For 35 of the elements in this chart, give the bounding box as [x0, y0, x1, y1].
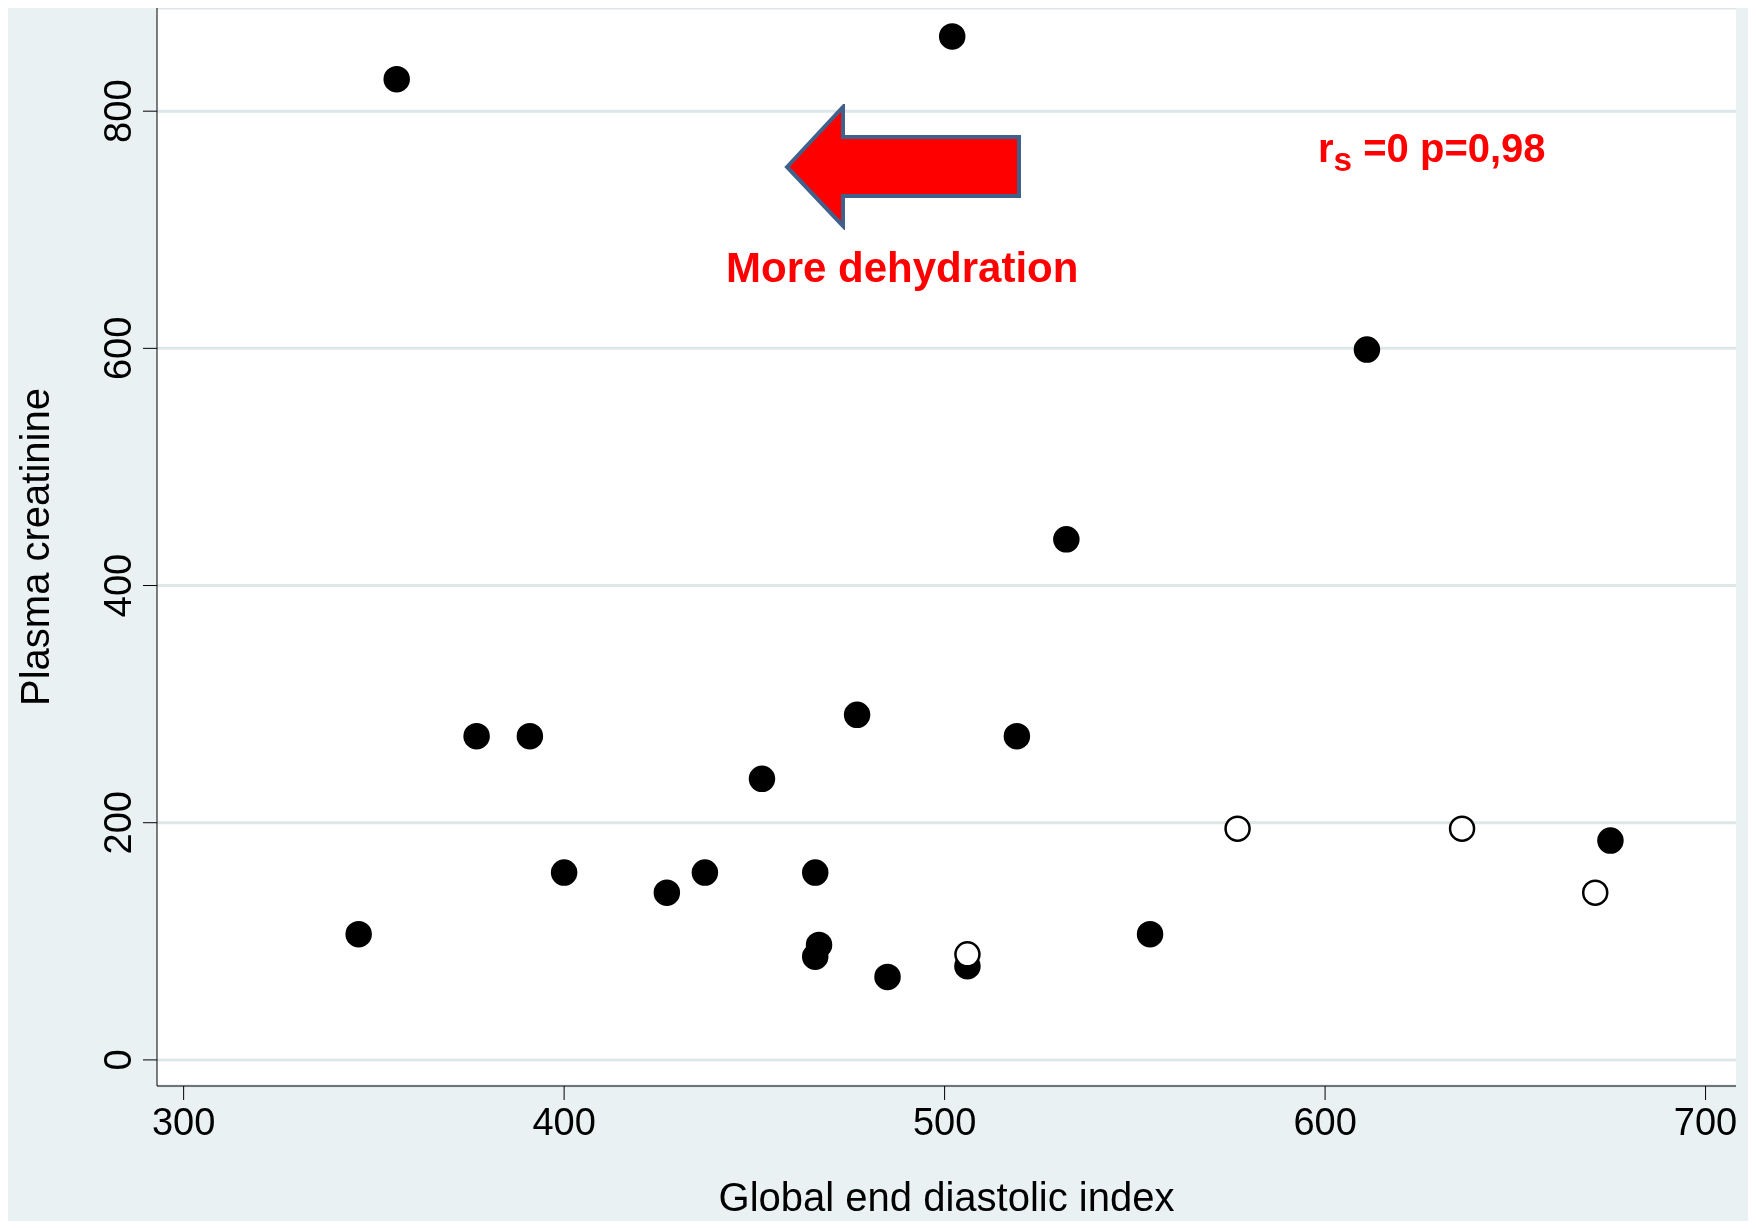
y-tick-label: 200: [97, 791, 139, 855]
point: [748, 765, 776, 793]
point: [1003, 722, 1031, 750]
y-tick-label: 0: [97, 1049, 139, 1071]
point: [653, 879, 681, 906]
point: [345, 920, 372, 948]
x-tick-label: 700: [1673, 1100, 1738, 1143]
y-tick-label: 600: [97, 316, 139, 381]
point: [691, 859, 719, 886]
point: [383, 65, 410, 93]
point: [801, 859, 829, 886]
annotation: More dehydration: [726, 244, 1079, 292]
point: [550, 859, 578, 886]
point: [874, 963, 901, 991]
x-tick-label: 600: [1293, 1100, 1357, 1143]
point: [1353, 336, 1381, 363]
x-tick-label: 400: [532, 1100, 596, 1143]
y-axis-title: Plasma creatinine: [13, 388, 58, 706]
point: [463, 722, 490, 750]
point: [843, 701, 871, 729]
point: [1136, 920, 1164, 948]
point: [954, 941, 981, 968]
point: [938, 23, 966, 50]
point: [1581, 879, 1609, 906]
point: [1448, 815, 1476, 842]
point: [1053, 526, 1080, 553]
y-tick-label: 400: [97, 553, 139, 618]
x-tick-label: 500: [912, 1100, 977, 1143]
point: [516, 722, 544, 750]
point: [1597, 827, 1624, 854]
x-axis-title: Global end diastolic index: [718, 1175, 1175, 1219]
annotation: r$_{s}$ =0 p=0,98: [1318, 126, 1546, 179]
y-tick-label: 800: [97, 79, 139, 143]
point: [1224, 815, 1251, 842]
x-tick-label: 300: [151, 1100, 216, 1143]
